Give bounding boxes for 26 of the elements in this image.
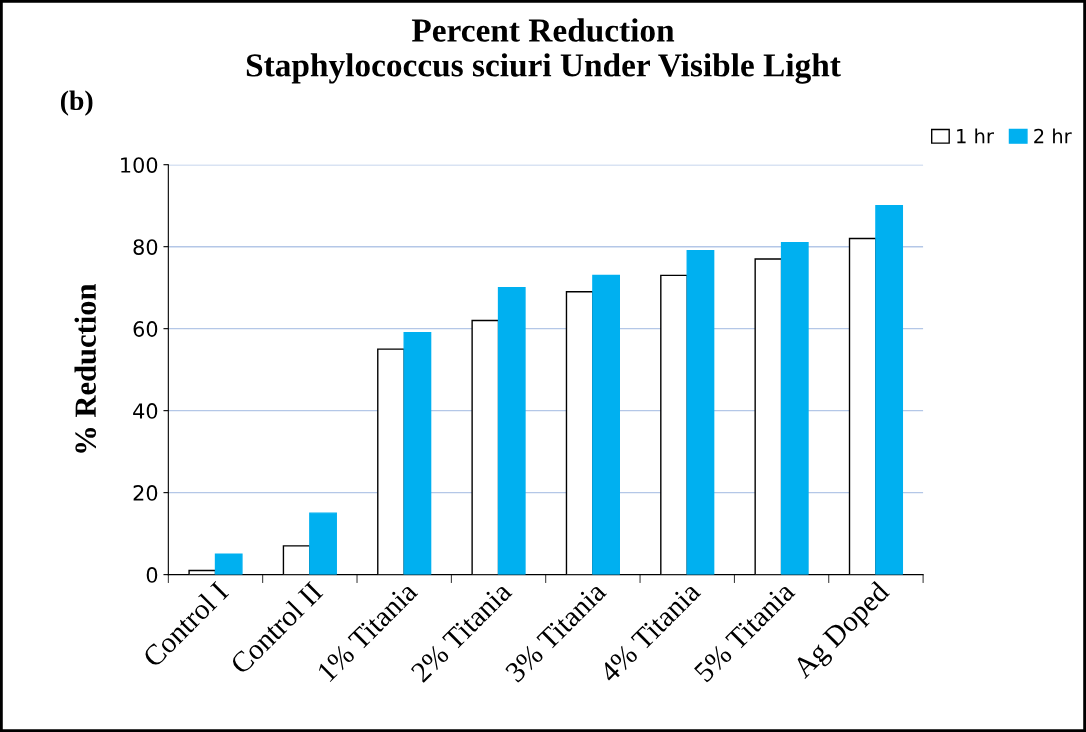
bar — [282, 545, 311, 575]
y-tick-label: 60 — [133, 321, 158, 337]
y-tick-label: 20 — [133, 485, 158, 501]
bar — [309, 512, 337, 575]
bar — [875, 204, 904, 575]
bar — [377, 348, 405, 575]
bar — [565, 291, 594, 575]
bar — [660, 274, 688, 575]
y-tick-label: 0 — [146, 567, 158, 583]
bar — [497, 286, 526, 575]
bar — [592, 274, 621, 575]
y-axis-title: % Reduction — [74, 283, 97, 453]
bar — [780, 241, 809, 575]
legend-label: 2 hr — [1034, 128, 1072, 144]
bar — [403, 332, 432, 575]
bar — [686, 250, 715, 575]
text: (b) — [60, 90, 93, 116]
legend-label: 1 hr — [957, 128, 994, 144]
y-tick-label: 80 — [133, 239, 158, 255]
y-tick-label: 40 — [133, 403, 158, 419]
bar — [471, 319, 500, 575]
bar — [754, 258, 783, 575]
bar — [848, 237, 877, 575]
chart-title: Percent Reduction Staphylococcus sciuri Under Visible Light — [246, 18, 841, 84]
bar — [214, 553, 243, 575]
y-tick-label: 100 — [121, 157, 158, 173]
